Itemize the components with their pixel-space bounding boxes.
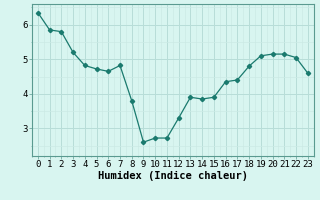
X-axis label: Humidex (Indice chaleur): Humidex (Indice chaleur) [98,171,248,181]
